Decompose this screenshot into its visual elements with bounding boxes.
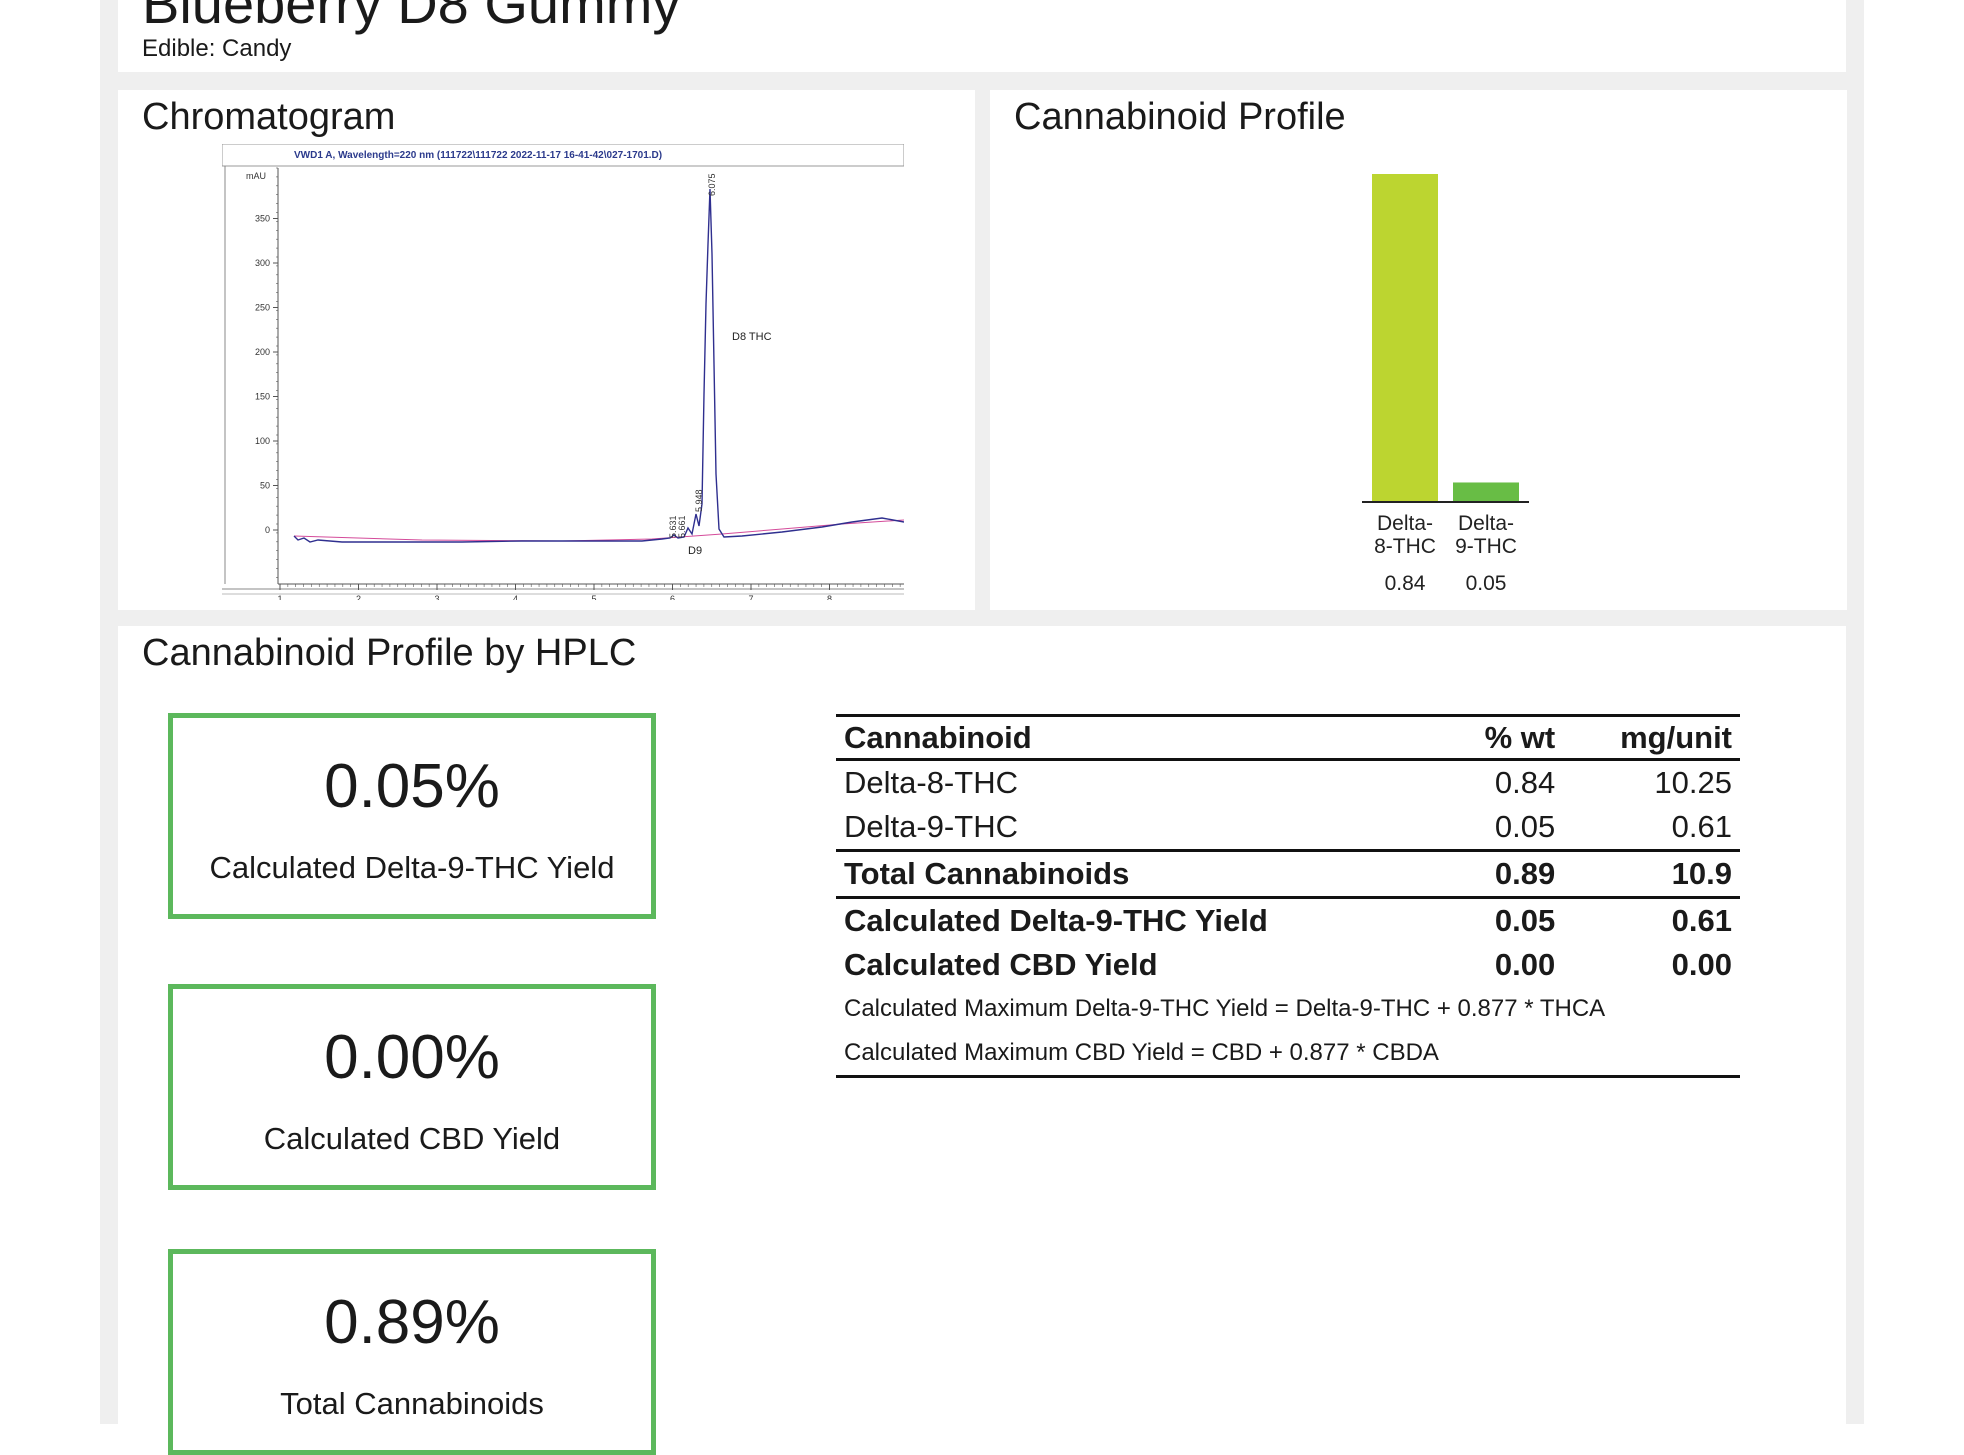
table-header-row: Cannabinoid % wt mg/unit	[836, 714, 1740, 761]
category-label: 9-THC	[1455, 535, 1517, 558]
x-tick-label: 5	[591, 594, 596, 600]
yield-percent: 0.05	[1443, 896, 1564, 943]
compound-label-d8: D8 THC	[732, 331, 772, 343]
x-tick-label: 3	[434, 594, 439, 600]
category-label: Delta-	[1377, 512, 1433, 535]
product-category: Edible: Candy	[142, 35, 292, 62]
formula-note-row: Calculated Maximum CBD Yield = CBD + 0.8…	[836, 1031, 1740, 1078]
formula-note: Calculated Maximum CBD Yield = CBD + 0.8…	[836, 1031, 1740, 1078]
kpi-value: 0.00%	[324, 1023, 500, 1092]
kpi-label: Total Cannabinoids	[280, 1386, 544, 1421]
y-tick-label: 100	[255, 436, 270, 446]
chromatogram-title: Chromatogram	[142, 96, 396, 138]
bar-delta-8-thc	[1372, 174, 1438, 502]
yield-percent: 0.00	[1494, 947, 1556, 982]
x-tick-label: 6	[670, 594, 675, 600]
profile-chart-title: Cannabinoid Profile	[1014, 96, 1346, 138]
hplc-panel: Cannabinoid Profile by HPLC 0.05% Calcul…	[118, 626, 1846, 1455]
yield-name: Calculated Delta-9-THC Yield	[836, 896, 1444, 943]
x-tick-label: 2	[356, 594, 361, 600]
table-row: Delta-8-THC 0.84 10.25	[836, 760, 1740, 806]
chromatogram-caption-box	[222, 144, 904, 167]
x-tick-label: 8	[827, 594, 832, 600]
x-tick-label: 1	[277, 594, 282, 600]
compound-label-d9: D9	[688, 545, 702, 557]
kpi-value: 0.05%	[324, 752, 500, 821]
total-percent: 0.89	[1443, 849, 1564, 898]
y-tick-label: 50	[260, 481, 270, 491]
profile-chart-panel: Cannabinoid Profile Delta- 8-THC 0.84 Delta…	[990, 90, 1847, 610]
x-tick-label: 4	[513, 594, 518, 600]
table-row: Delta-9-THC 0.05 0.61	[836, 805, 1740, 851]
chromatogram-y-unit: mAU	[246, 171, 266, 181]
yield-row: Calculated Delta-9-THC Yield 0.05 0.61	[836, 896, 1740, 943]
row-percent: 0.05	[1494, 809, 1556, 844]
kpi-card-cbd-yield: 0.00% Calculated CBD Yield	[168, 984, 656, 1190]
value-label: 0.05	[1466, 572, 1507, 595]
category-label: 8-THC	[1374, 535, 1436, 558]
header-panel: Blueberry D8 Gummy Edible: Candy	[118, 0, 1846, 72]
row-name: Delta-8-THC	[844, 765, 1018, 800]
product-title: Blueberry D8 Gummy	[142, 0, 681, 35]
category-label: Delta-	[1458, 512, 1514, 535]
total-mg: 10.9	[1563, 849, 1740, 898]
total-row: Total Cannabinoids 0.89 10.9	[836, 849, 1740, 898]
cannabinoid-results-table: Cannabinoid % wt mg/unit Delta-8-THC 0.8…	[836, 714, 1740, 1078]
value-label: 0.84	[1385, 572, 1426, 595]
row-name: Delta-9-THC	[844, 809, 1018, 844]
chromatogram-caption: VWD1 A, Wavelength=220 nm (111722\111722…	[294, 150, 662, 161]
yield-mg: 0.00	[1671, 947, 1732, 982]
yield-name: Calculated CBD Yield	[844, 947, 1158, 982]
row-percent: 0.84	[1494, 765, 1556, 800]
kpi-label: Calculated CBD Yield	[263, 1121, 561, 1156]
header-cannabinoid: Cannabinoid	[836, 714, 1444, 761]
kpi-card-delta9-yield: 0.05% Calculated Delta-9-THC Yield	[168, 713, 656, 919]
formula-note: Calculated Maximum Delta-9-THC Yield = D…	[844, 995, 1606, 1022]
hplc-title: Cannabinoid Profile by HPLC	[142, 632, 637, 674]
peak-label-3: 5.631	[668, 515, 678, 538]
formula-note-row: Calculated Maximum Delta-9-THC Yield = D…	[836, 987, 1740, 1031]
y-tick-label: 200	[255, 347, 270, 357]
y-tick-label: 300	[255, 258, 270, 268]
bar-delta-9-thc	[1453, 482, 1519, 502]
header-percent-wt: % wt	[1443, 714, 1564, 761]
x-tick-label: 7	[748, 594, 753, 600]
chromatogram-image: VWD1 A, Wavelength=220 nm (111722\111722…	[222, 144, 904, 600]
y-tick-label: 150	[255, 392, 270, 402]
total-name: Total Cannabinoids	[836, 849, 1444, 898]
baseline-trace	[293, 519, 904, 542]
y-tick-label: 350	[255, 214, 270, 224]
peak-label-2: 5.948	[694, 489, 704, 512]
y-tick-label: 0	[265, 525, 270, 535]
yield-mg: 0.61	[1563, 896, 1740, 943]
peak-label-4: 5.661	[677, 515, 687, 538]
peak-label-1: 6.075	[707, 173, 717, 196]
signal-trace	[293, 188, 904, 543]
row-mg: 0.61	[1671, 809, 1732, 844]
row-mg: 10.25	[1654, 765, 1732, 800]
kpi-value: 0.89%	[324, 1288, 500, 1357]
kpi-label: Calculated Delta-9-THC Yield	[209, 850, 615, 885]
header-mg-per-unit: mg/unit	[1563, 714, 1740, 761]
kpi-card-total-cannabinoids: 0.89% Total Cannabinoids	[168, 1249, 656, 1455]
chromatogram-panel: Chromatogram VWD1 A, Wavelength=220 nm (…	[118, 90, 975, 610]
y-tick-label: 250	[255, 303, 270, 313]
yield-row: Calculated CBD Yield 0.00 0.00	[836, 943, 1740, 987]
